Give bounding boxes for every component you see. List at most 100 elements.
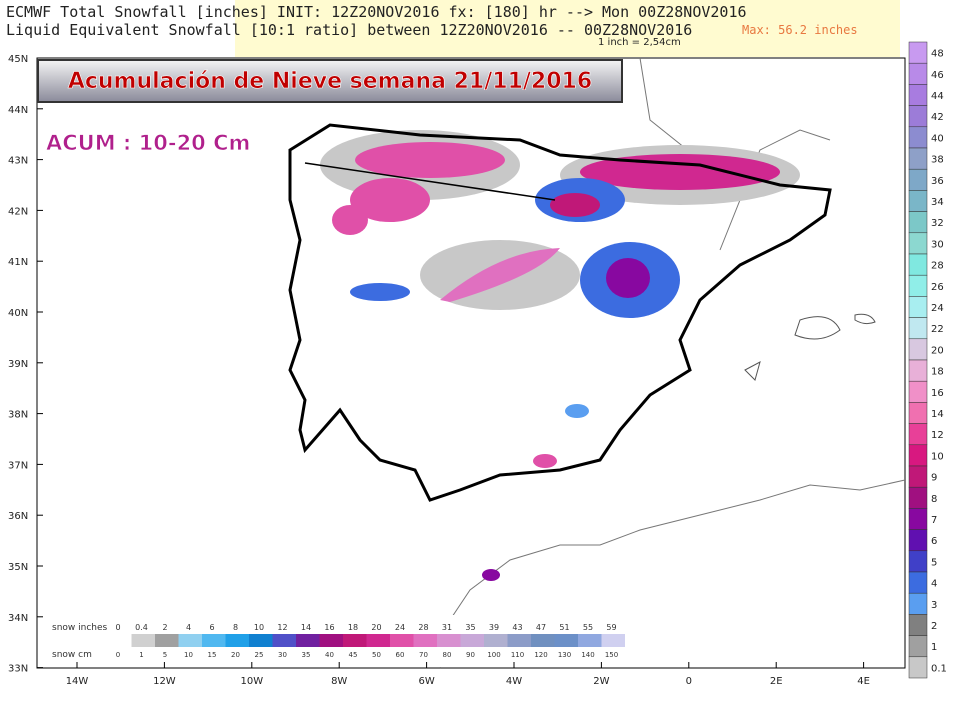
colorbar-cell xyxy=(908,84,928,106)
legend-inch: 24 xyxy=(395,623,405,632)
lat-label: 44N xyxy=(8,105,28,116)
legend-inch: 35 xyxy=(465,623,475,632)
lon-label: 6W xyxy=(418,676,434,687)
colorbar-label: 0.1 xyxy=(931,663,947,674)
lon-label: 2W xyxy=(593,676,609,687)
colorbar-label: 46 xyxy=(931,70,944,81)
lon-label: 12W xyxy=(153,676,176,687)
colorbar-label: 42 xyxy=(931,112,944,123)
lon-label: 4W xyxy=(506,676,522,687)
colorbar-cell xyxy=(908,296,928,318)
lon-label: 14W xyxy=(66,676,89,687)
legend-inches-label: snow inches xyxy=(52,623,108,633)
legend-inch: 47 xyxy=(536,623,546,632)
legend-inch: 51 xyxy=(559,623,569,632)
colorbar-cell xyxy=(908,126,928,149)
legend-swatch xyxy=(507,634,531,647)
snow-area xyxy=(550,193,600,217)
colorbar-label: 34 xyxy=(931,197,944,208)
lon-label: 10W xyxy=(240,676,263,687)
lon-label: 8W xyxy=(331,676,347,687)
colorbar-cell xyxy=(908,211,928,234)
colorbar-cell xyxy=(908,550,928,573)
colorbar-cell xyxy=(908,380,928,403)
colorbar-cell xyxy=(908,444,928,467)
colorbar-cell xyxy=(908,168,928,191)
snow-area xyxy=(350,283,410,301)
lat-label: 38N xyxy=(8,410,28,421)
header-highlight xyxy=(235,0,900,57)
legend-cm: 60 xyxy=(396,651,405,659)
legend-swatch xyxy=(578,634,602,647)
colorbar-label: 30 xyxy=(931,239,944,250)
legend-inch: 39 xyxy=(489,623,499,632)
header-note: 1 inch = 2,54cm xyxy=(598,37,681,48)
legend-swatch xyxy=(225,634,249,647)
legend-cm: 70 xyxy=(419,651,428,659)
legend-cm: 100 xyxy=(487,651,500,659)
colorbar-cell xyxy=(908,486,928,509)
lat-label: 40N xyxy=(8,308,28,319)
colorbar-cell xyxy=(908,529,928,552)
legend-cm: 80 xyxy=(443,651,452,659)
colorbar-cell xyxy=(908,571,928,594)
colorbar-cell xyxy=(908,508,928,530)
colorbar-label: 18 xyxy=(931,367,944,378)
legend-swatch xyxy=(108,634,132,647)
legend-swatch xyxy=(131,634,155,647)
colorbar-label: 9 xyxy=(931,473,937,484)
colorbar-cell xyxy=(908,105,928,128)
colorbar-cell xyxy=(908,232,928,255)
colorbar-cell xyxy=(908,423,928,446)
colorbar-label: 22 xyxy=(931,324,944,335)
legend-inch: 0.4 xyxy=(135,623,148,632)
colorbar-cell xyxy=(908,592,928,615)
legend-swatch xyxy=(343,634,367,647)
lat-label: 34N xyxy=(8,613,28,624)
title: Acumulación de Nieve semana 21/11/2016 xyxy=(68,69,592,94)
legend-cm: 150 xyxy=(605,651,618,659)
colorbar-cell xyxy=(908,41,928,64)
colorbar-label: 5 xyxy=(931,557,937,568)
legend-cm: 5 xyxy=(163,651,167,659)
legend-swatch xyxy=(554,634,578,647)
iberia-border xyxy=(288,123,832,502)
lon-label: 0 xyxy=(686,676,692,687)
lat-label: 37N xyxy=(8,460,28,471)
colorbar-label: 28 xyxy=(931,261,944,272)
colorbar-label: 2 xyxy=(931,621,937,632)
snow-area xyxy=(332,205,368,235)
colorbar-cell xyxy=(908,614,928,636)
lat-label: 35N xyxy=(8,562,28,573)
legend-swatch xyxy=(460,634,484,647)
snow-field xyxy=(320,130,800,581)
colorbar-cell xyxy=(908,62,928,85)
legend-cm: 30 xyxy=(278,651,287,659)
legend-cm: 35 xyxy=(302,651,311,659)
colorbar-label: 8 xyxy=(931,494,937,505)
colorbar-label: 4 xyxy=(931,579,937,590)
snow-area xyxy=(606,258,650,298)
coastline xyxy=(439,479,906,669)
colorbar-cell xyxy=(908,635,928,658)
legend-cm: 130 xyxy=(558,651,571,659)
colorbar-label: 1 xyxy=(931,642,937,653)
legend-cm: 10 xyxy=(184,651,193,659)
legend-swatch xyxy=(319,634,343,647)
legend-swatch xyxy=(178,634,202,647)
pointer-line xyxy=(304,162,556,201)
colorbar-label: 14 xyxy=(931,409,944,420)
legend-cm: 25 xyxy=(255,651,264,659)
legend-inch: 6 xyxy=(209,623,214,632)
colorbar-label: 3 xyxy=(931,600,937,611)
lat-label: 39N xyxy=(8,359,28,370)
legend-inch: 16 xyxy=(324,623,334,632)
islands xyxy=(744,313,876,381)
snow-area xyxy=(565,404,589,418)
legend-cm: 20 xyxy=(231,651,240,659)
legend-inch: 14 xyxy=(301,623,311,632)
legend-swatch xyxy=(249,634,273,647)
colorbar-label: 20 xyxy=(931,345,944,356)
